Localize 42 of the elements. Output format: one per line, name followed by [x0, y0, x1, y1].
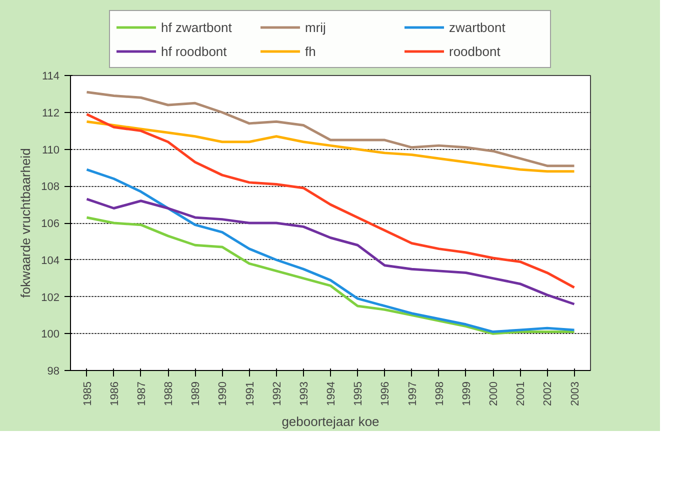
- x-tick-label: 2001: [515, 381, 528, 406]
- y-tick-label: 114: [42, 70, 60, 82]
- legend-label: zwartbont: [449, 20, 506, 34]
- line-series: [86, 198, 576, 306]
- y-axis-title: fokwaarde vruchtbaarheid: [18, 148, 34, 298]
- y-tick-label: 104: [41, 254, 60, 267]
- y-tick-label: 108: [41, 181, 60, 194]
- y-tick-label: 100: [41, 328, 60, 341]
- x-tick-label: 1997: [406, 381, 419, 406]
- y-tick-label: 98: [47, 366, 60, 378]
- x-tick-label: 2000: [488, 381, 500, 406]
- x-tick-label: 1999: [460, 381, 473, 406]
- x-axis-title: geboortejaar koe: [282, 414, 380, 429]
- y-tick-label: 102: [41, 292, 60, 304]
- x-tick-label: 1998: [434, 381, 446, 406]
- x-tick-label: 1996: [380, 381, 392, 406]
- x-tick-label: 1986: [108, 381, 121, 406]
- x-tick-label: 1989: [190, 381, 202, 406]
- line-series: [86, 120, 576, 173]
- x-tick-label: 1988: [163, 381, 175, 406]
- legend-label: mrij: [305, 20, 327, 34]
- x-tick-label: 1994: [326, 381, 338, 406]
- line-series: [86, 216, 576, 335]
- y-tick-label: 106: [41, 218, 60, 230]
- legend-label: hf zwartbont: [161, 20, 233, 34]
- y-tick-label: 112: [42, 107, 60, 120]
- line-series: [86, 168, 576, 334]
- x-tick-label: 1991: [244, 381, 256, 406]
- x-tick-label: 2002: [542, 381, 554, 406]
- x-tick-label: 2003: [569, 381, 582, 406]
- line-series: [86, 112, 576, 289]
- legend-label: roodbont: [449, 44, 502, 58]
- x-tick-label: 1995: [352, 381, 365, 406]
- line-series: [86, 90, 576, 168]
- x-tick-label: 1990: [217, 381, 230, 406]
- x-tick-label: 1985: [82, 381, 94, 406]
- x-tick-label: 1987: [136, 381, 148, 406]
- legend-label: fh: [305, 44, 317, 58]
- x-tick-label: 1992: [271, 381, 284, 406]
- y-tick-label: 110: [42, 144, 60, 156]
- legend-label: hf roodbont: [161, 44, 228, 58]
- x-tick-label: 1993: [298, 381, 310, 406]
